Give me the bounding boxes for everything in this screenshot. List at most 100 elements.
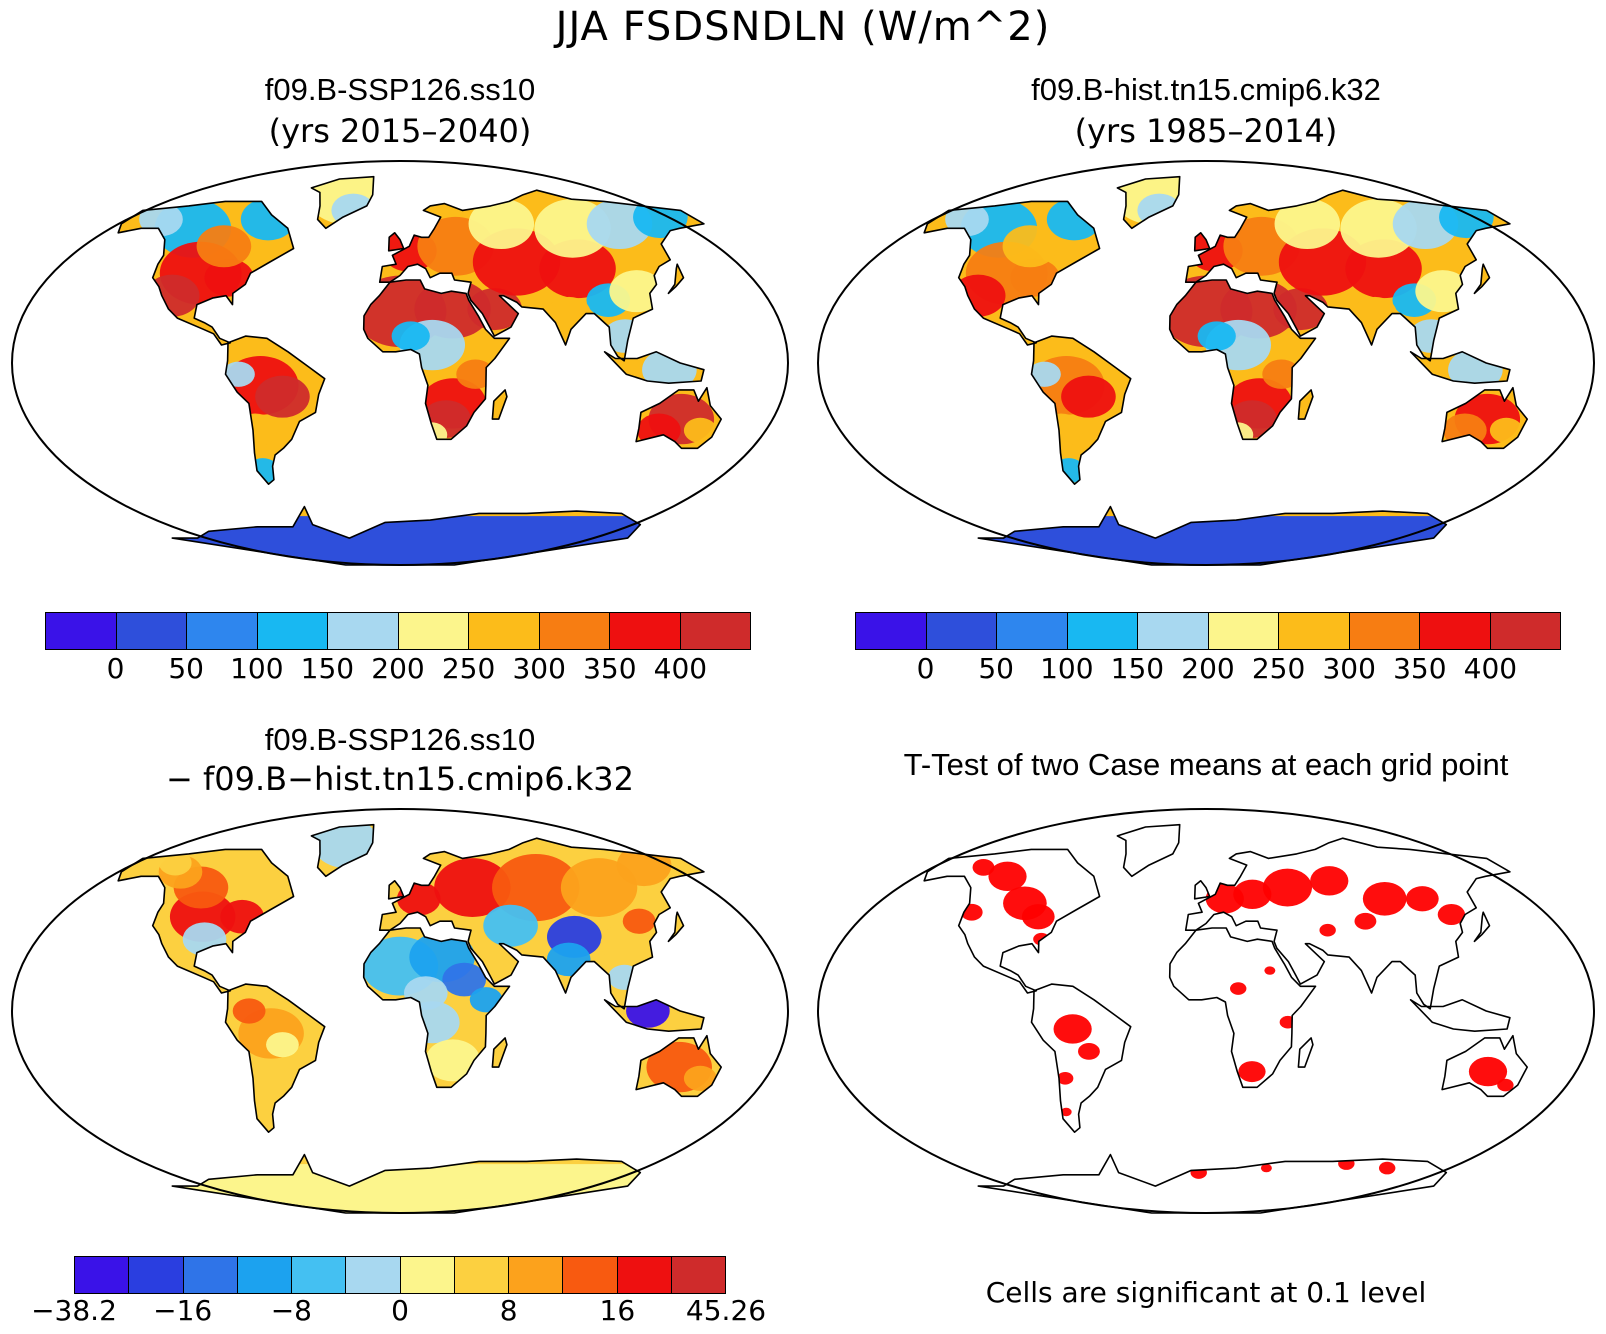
colorbar-ssp-tick-label: 150 [300, 652, 355, 685]
colorbar-hist-box [1208, 613, 1279, 649]
map-border [11, 160, 789, 566]
coastline-md [1297, 389, 1314, 420]
antarctica-fill [118, 1164, 722, 1213]
colorbar-ssp-box [398, 613, 469, 649]
significant-cells [1260, 1163, 1272, 1173]
colorbar-hist-tick-label: 300 [1322, 652, 1376, 685]
coastline-md [1297, 1037, 1314, 1068]
coastline-jp [667, 263, 685, 295]
colorbar-diff-tick-label: 0 [391, 1294, 409, 1327]
significant-cells [1378, 1161, 1396, 1175]
value-region [391, 321, 430, 351]
antarctica-fill [118, 516, 722, 565]
panel-title-diff: f09.B-SSP126.ss10 [264, 722, 536, 757]
colorbar-hist-box [1279, 613, 1350, 649]
colorbar-ssp-box [610, 613, 681, 649]
coastline-af [1168, 279, 1317, 441]
significant-cells [1310, 866, 1349, 896]
colorbar-hist-tick-label: 150 [1110, 652, 1165, 685]
coastline-sa [224, 335, 326, 485]
colorbar-ssp-tick-label: 50 [168, 652, 205, 685]
colorbar-diff-box [237, 1257, 292, 1293]
coastline-au [635, 1034, 722, 1098]
colorbar-diff-box [75, 1257, 130, 1293]
coastline-uk [1193, 880, 1211, 900]
colorbar-hist [855, 612, 1561, 650]
coastline-na [117, 200, 295, 346]
coastline-jp [667, 911, 685, 943]
coastline-af [1168, 927, 1317, 1089]
coastline-gr [310, 175, 375, 230]
coastline-au [1441, 386, 1528, 450]
significant-cells [1468, 1056, 1508, 1087]
coastline-sa [224, 983, 326, 1133]
coastline-md [491, 389, 508, 420]
colorbar-hist-tick-label: 200 [1181, 652, 1235, 685]
colorbar-ssp-tick-label: 350 [583, 652, 637, 685]
colorbar-diff-box [129, 1257, 184, 1293]
panel-title-ttest: T-Test of two Case means at each grid po… [903, 747, 1509, 782]
value-region [683, 417, 717, 443]
value-region [255, 375, 310, 418]
significant-cells [1060, 1107, 1072, 1117]
coastline-id [603, 999, 705, 1032]
anomaly-region [232, 998, 266, 1024]
coastline-id [1409, 351, 1511, 384]
map-border [11, 808, 789, 1214]
coastline-id [603, 351, 705, 384]
coastline-eu [1184, 189, 1511, 362]
significant-cells [1021, 904, 1055, 930]
coastline-eu [1184, 837, 1511, 1010]
colorbar-ssp-tick-label: 200 [371, 652, 425, 685]
coastline-an [171, 1153, 642, 1214]
map-panel-ssp [11, 160, 789, 566]
coastline-jp [1473, 263, 1491, 295]
value-region [196, 225, 252, 268]
significant-cells [1233, 879, 1272, 909]
coastline-gr [310, 823, 375, 878]
value-region [1197, 321, 1236, 351]
colorbar-hist-box [997, 613, 1068, 649]
coastline-an [171, 505, 642, 566]
colorbar-hist-box [1349, 613, 1420, 649]
significant-cells [1262, 868, 1313, 907]
coastline-uk [387, 880, 405, 900]
colorbar-ssp-tick-label: 100 [230, 652, 284, 685]
coastline-na [923, 200, 1101, 346]
colorbar-hist-tick-label: 50 [978, 652, 1015, 685]
significant-cells [1362, 881, 1407, 916]
map-border [817, 808, 1595, 1214]
panel-subtitle-diff: − f09.B−hist.tn15.cmip6.k32 [166, 760, 634, 798]
colorbar-hist-box [1138, 613, 1209, 649]
significant-cells [1264, 966, 1276, 975]
colorbar-hist-tick-label: 100 [1040, 652, 1094, 685]
colorbar-diff-box [454, 1257, 509, 1293]
anomaly-region [560, 858, 638, 917]
value-region [1274, 198, 1341, 250]
colorbar-diff-box [509, 1257, 564, 1293]
coastline-eu [378, 837, 705, 1010]
anomaly-region [434, 858, 511, 917]
figure-title: JJA FSDSNDLN (W/m^2) [555, 4, 1051, 50]
coastline-na [923, 848, 1101, 994]
coastline-af [362, 927, 511, 1089]
significant-cells [972, 858, 995, 876]
panel-subtitle-ssp: (yrs 2015–2040) [268, 112, 532, 150]
colorbar-ssp-tick-label: 250 [441, 652, 496, 685]
map-panel-diff [11, 808, 789, 1214]
colorbar-ssp-box [539, 613, 610, 649]
panel-title-ssp: f09.B-SSP126.ss10 [264, 72, 536, 107]
significant-cells [1437, 903, 1466, 925]
anomaly-region [683, 1065, 717, 1091]
value-region [1415, 270, 1470, 313]
map-border [817, 160, 1595, 566]
colorbar-hist-box [856, 613, 927, 649]
anomaly-region [622, 908, 656, 934]
anomaly-region [243, 1061, 288, 1096]
colorbar-hist-tick-label: 400 [1463, 652, 1518, 685]
value-region [456, 359, 495, 389]
colorbar-ssp-box [328, 613, 399, 649]
significant-cells [1078, 1043, 1100, 1060]
anomaly-region [425, 1039, 481, 1082]
significant-cells [1354, 912, 1377, 930]
